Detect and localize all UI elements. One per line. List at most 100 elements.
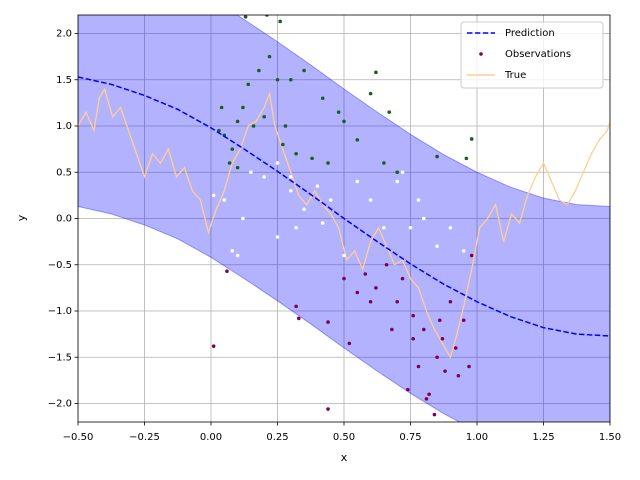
observation-point <box>320 96 325 101</box>
observation-point <box>435 154 439 159</box>
y-tick-label: 2.0 <box>56 29 72 40</box>
observation-point <box>347 341 352 346</box>
observation-point <box>453 346 458 350</box>
observation-point <box>456 373 461 378</box>
x-tick-label: 0.25 <box>266 432 288 443</box>
observation-point <box>219 105 224 110</box>
observation-point <box>342 253 346 258</box>
observation-point <box>384 262 389 267</box>
observation-point <box>469 253 474 258</box>
observation-point <box>289 175 293 179</box>
plot-area <box>78 15 610 422</box>
x-tick-label: −0.50 <box>63 432 94 443</box>
observation-point <box>448 225 453 230</box>
observation-point <box>395 299 400 304</box>
observation-point <box>427 392 431 397</box>
observation-point <box>227 161 232 165</box>
observation-point <box>275 161 280 165</box>
observation-point <box>374 70 378 75</box>
x-tick-label: 0.50 <box>333 432 355 443</box>
observation-point <box>278 19 282 24</box>
observation-point <box>395 179 400 184</box>
observation-point <box>355 179 360 184</box>
observation-point <box>249 170 253 175</box>
observation-point <box>289 77 293 82</box>
observation-point <box>310 156 314 161</box>
x-tick-label: −0.25 <box>129 432 160 443</box>
observation-point <box>326 161 330 165</box>
observation-point <box>211 193 216 198</box>
observation-point <box>257 68 261 73</box>
observation-point <box>262 114 267 119</box>
observation-point <box>411 336 415 341</box>
line-series <box>78 87 610 359</box>
observation-point <box>262 175 267 179</box>
observation-point <box>363 272 368 276</box>
x-tick-label: 1.25 <box>532 432 554 443</box>
observation-point <box>326 407 330 411</box>
legend-box <box>460 21 604 89</box>
observation-point <box>211 344 216 348</box>
y-tick-label: −0.5 <box>48 260 72 271</box>
observation-point <box>469 137 474 141</box>
observation-point <box>435 244 439 249</box>
observation-point <box>368 91 373 96</box>
observation-point <box>243 15 248 19</box>
observation-point <box>424 397 429 401</box>
observation-point <box>302 207 306 212</box>
observation-point <box>374 286 378 290</box>
observation-point <box>461 318 466 323</box>
x-axis-label: x <box>341 451 348 464</box>
x-tick-label: 1.00 <box>466 432 488 443</box>
observation-point <box>432 412 437 417</box>
y-tick-label: 0.0 <box>56 214 72 225</box>
observation-point <box>411 313 415 318</box>
observation-point <box>265 15 269 17</box>
observation-point <box>390 327 394 332</box>
observation-point <box>281 142 285 147</box>
x-tick-label: 0.75 <box>399 432 421 443</box>
observation-point <box>382 161 386 165</box>
y-tick-label: 1.5 <box>56 75 72 86</box>
legend-label: Observations <box>505 49 571 60</box>
observation-point <box>382 225 386 230</box>
observation-point <box>408 225 413 230</box>
observation-point <box>241 216 245 221</box>
observation-point <box>416 198 421 202</box>
observation-point <box>435 355 439 360</box>
observation-point <box>246 82 251 87</box>
observation-point <box>461 249 466 253</box>
observation-point <box>400 170 405 175</box>
observation-point <box>230 249 235 253</box>
observation-point <box>464 156 469 161</box>
legend-label: Prediction <box>505 28 555 39</box>
observation-point <box>267 54 272 59</box>
observation-point <box>400 276 405 281</box>
observation-point <box>440 336 445 341</box>
observation-point <box>422 327 426 332</box>
observation-point <box>230 147 235 151</box>
y-tick-label: 1.0 <box>56 121 72 132</box>
observation-point <box>467 364 471 369</box>
observation-point <box>342 119 346 124</box>
observation-point <box>422 216 426 221</box>
observation-point <box>235 253 240 258</box>
observation-point <box>320 221 325 225</box>
observation-point <box>355 290 360 295</box>
observation-point <box>296 316 301 321</box>
observation-point <box>275 235 280 239</box>
y-axis-label: y <box>15 214 28 221</box>
observation-point <box>406 387 410 392</box>
observation-point <box>251 124 256 128</box>
observation-point <box>294 225 298 230</box>
observation-point <box>275 77 280 82</box>
observation-point <box>289 188 293 193</box>
y-tick-label: −1.0 <box>48 306 72 317</box>
observation-point <box>283 124 288 128</box>
observation-point <box>368 299 373 304</box>
y-tick-label: −2.0 <box>48 399 72 410</box>
observation-point <box>222 198 227 202</box>
observation-point <box>294 304 298 309</box>
legend-marker <box>479 52 483 56</box>
